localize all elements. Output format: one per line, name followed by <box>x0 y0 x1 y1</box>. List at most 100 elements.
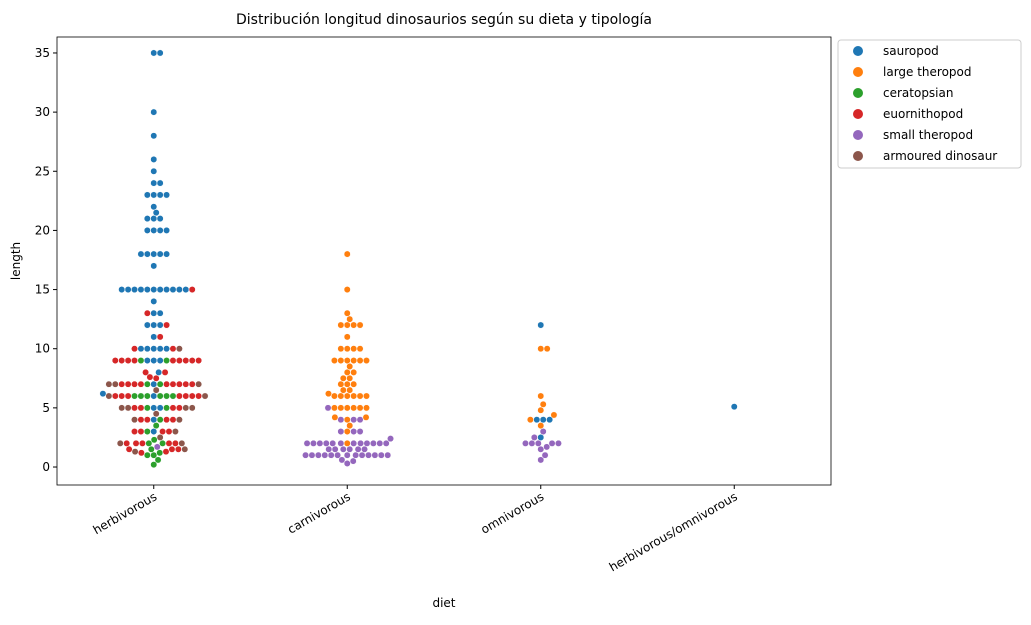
swarm-point <box>150 250 158 258</box>
swarm-point <box>350 439 358 447</box>
swarm-point <box>150 428 158 435</box>
swarm-point <box>150 286 158 294</box>
swarm-point <box>356 345 364 353</box>
swarm-point <box>150 132 158 140</box>
swarm-point <box>156 49 164 57</box>
swarm-point <box>138 439 146 447</box>
swarm-point <box>343 404 351 412</box>
swarm-point <box>169 286 177 294</box>
swarm-point <box>156 392 164 400</box>
swarm-point <box>161 368 169 376</box>
swarm-point <box>331 413 339 421</box>
swarm-point <box>175 357 183 364</box>
swarm-point <box>123 439 131 447</box>
swarm-point <box>163 286 171 294</box>
swarm-point <box>124 380 132 388</box>
swarm-point <box>343 428 351 435</box>
swarm-point <box>178 439 186 447</box>
swarm-point <box>131 357 138 364</box>
swarm-point <box>163 250 171 258</box>
swarm-point <box>350 368 358 376</box>
swarm-point <box>308 451 316 459</box>
swarm-point <box>327 451 335 459</box>
swarm-point <box>156 309 164 317</box>
swarm-point <box>125 445 133 453</box>
swarm-point <box>356 321 364 329</box>
swarm-point <box>363 357 370 364</box>
swarm-point <box>137 250 145 258</box>
swarm-point <box>314 451 322 459</box>
swarm-point <box>163 191 171 199</box>
swarm-point <box>376 439 384 447</box>
swarm-point <box>131 416 138 424</box>
swarm-point <box>346 422 354 430</box>
swarm-point <box>143 451 151 459</box>
swarm-point <box>131 404 138 412</box>
swarm-point <box>384 451 392 459</box>
swarm-point <box>188 404 196 412</box>
swarm-point <box>329 439 337 447</box>
swarm-point <box>156 416 164 424</box>
swarm-point <box>537 321 545 329</box>
swarm-point <box>163 380 171 388</box>
swarm-point <box>387 435 394 443</box>
swarm-point <box>533 416 541 424</box>
swarm-point <box>543 345 551 353</box>
swarm-point <box>371 451 379 459</box>
legend-marker <box>853 67 863 77</box>
y-tick-label: 35 <box>35 46 50 60</box>
swarm-point <box>150 436 158 444</box>
swarm-point <box>377 451 385 459</box>
swarm-point <box>171 439 179 447</box>
swarm-point <box>356 428 364 435</box>
swarm-point <box>150 392 158 400</box>
swarm-point <box>350 321 358 329</box>
legend-marker <box>853 151 863 161</box>
swarm-point <box>363 439 371 447</box>
swarm-point <box>346 445 354 453</box>
swarm-point <box>356 357 364 364</box>
swarm-point <box>316 439 324 447</box>
x-tick-label: carnivorous <box>285 489 353 536</box>
swarm-point <box>105 380 113 388</box>
swarm-point <box>118 357 126 364</box>
y-tick-label: 25 <box>35 164 50 178</box>
swarm-point <box>143 416 151 424</box>
swarm-point <box>156 226 164 234</box>
swarm-point <box>537 345 545 353</box>
swarm-point <box>143 357 151 364</box>
swarm-point <box>343 380 351 388</box>
swarm-point <box>528 439 536 447</box>
swarm-point <box>150 191 158 199</box>
swarm-point <box>124 357 132 364</box>
swarm-point <box>118 404 126 412</box>
swarm-point <box>330 392 338 400</box>
swarm-point <box>362 413 370 421</box>
swarm-point <box>321 451 329 459</box>
swarm-point <box>175 286 183 294</box>
swarm-point <box>116 439 124 447</box>
swarm-point <box>343 286 351 294</box>
swarm-point <box>181 445 189 453</box>
swarm-point <box>175 345 183 353</box>
swarm-point <box>169 404 177 412</box>
swarm-point <box>350 357 358 364</box>
swarm-point <box>152 386 160 394</box>
swarm-point <box>365 451 372 459</box>
legend-label: small theropod <box>883 128 973 142</box>
swarm-point <box>137 392 145 400</box>
swarm-point <box>363 392 370 400</box>
swarm-point <box>339 445 347 453</box>
swarm-point <box>356 416 364 424</box>
swarm-point <box>175 416 183 424</box>
swarm-point <box>111 357 119 364</box>
swarm-point <box>150 203 158 211</box>
swarm-point <box>343 392 351 400</box>
swarm-point <box>137 428 145 435</box>
swarm-point <box>150 333 158 341</box>
legend-label: armoured dinosaur <box>883 149 997 163</box>
swarm-point <box>337 357 345 364</box>
swarm-point <box>147 445 155 453</box>
swarm-point <box>143 345 151 353</box>
swarm-point <box>143 215 151 223</box>
